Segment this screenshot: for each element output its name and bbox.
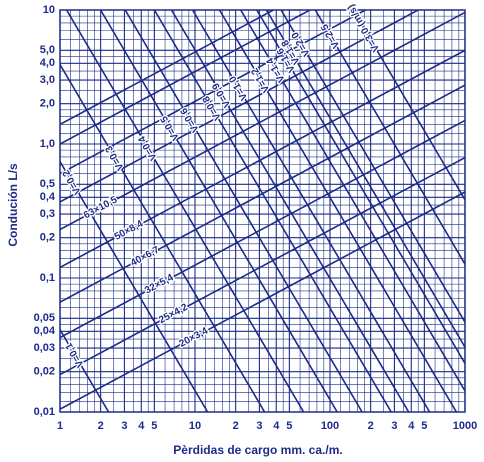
series-line: [60, 10, 312, 145]
y-tick-label: 10: [43, 4, 55, 16]
series-line: [60, 10, 276, 126]
x-tick-label: 3: [256, 420, 262, 432]
x-tick-label: 100: [321, 420, 339, 432]
x-tick-label: 3: [391, 420, 397, 432]
y-tick-label: 0,2: [40, 232, 55, 244]
y-tick-label: 3,0: [40, 74, 55, 86]
series-line: [314, 10, 465, 266]
series-line: [280, 10, 465, 324]
y-tick-label: 2,0: [40, 98, 55, 110]
x-tick-label: 4: [273, 420, 280, 432]
series-line: [218, 10, 458, 412]
y-tick-label: 0,01: [34, 406, 55, 418]
x-tick-label: 3: [121, 420, 127, 432]
series-line: [60, 191, 465, 410]
y-tick-label: 0,03: [34, 342, 55, 354]
plot-frame: [59, 9, 466, 413]
series-line: [60, 10, 368, 175]
series-line: [240, 10, 465, 393]
y-tick-label: 0,05: [34, 312, 55, 324]
series-line: [60, 159, 209, 412]
x-tick-label: 1: [57, 420, 63, 432]
series-line: [352, 10, 465, 202]
x-tick-label: 5: [421, 420, 427, 432]
series-line: [60, 156, 465, 376]
y-tick-label: 1,0: [40, 138, 55, 150]
y-tick-label: 0,5: [40, 178, 55, 190]
y-tick-label: 0,4: [40, 191, 56, 203]
series-line: [60, 11, 465, 231]
y-tick-label: 0,3: [40, 208, 55, 220]
series-line: [99, 10, 338, 412]
series-line: [60, 10, 420, 203]
series-line: [60, 62, 266, 412]
series-line: [153, 10, 392, 412]
y-tick-label: 4,0: [40, 57, 55, 69]
x-tick-label: 2: [98, 420, 104, 432]
x-tick-label: 4: [138, 420, 145, 432]
series-line: [124, 10, 363, 412]
x-tick-label: 10: [189, 420, 201, 432]
y-tick-label: 0,02: [34, 366, 55, 378]
series-line: [65, 10, 305, 412]
series-line: [265, 10, 465, 349]
x-tick-label: 1000: [453, 420, 477, 432]
x-tick-label: 5: [151, 420, 157, 432]
y-tick-label: 5,0: [40, 44, 55, 56]
series-line: [191, 10, 431, 412]
y-axis-label: Condución L/s: [6, 163, 20, 247]
x-tick-label: 5: [286, 420, 292, 432]
series-line: [256, 10, 465, 366]
y-tick-label: 0,1: [40, 272, 55, 284]
x-tick-label: 4: [408, 420, 415, 432]
x-tick-label: 2: [368, 420, 374, 432]
y-tick-label: 0,04: [34, 325, 56, 337]
series-line: [60, 119, 465, 339]
series-line: [170, 10, 410, 412]
x-tick-label: 2: [233, 420, 239, 432]
series-line: [60, 328, 110, 412]
x-axis-label: Pèrdidas de cargo mm. ca./m.: [173, 443, 342, 457]
